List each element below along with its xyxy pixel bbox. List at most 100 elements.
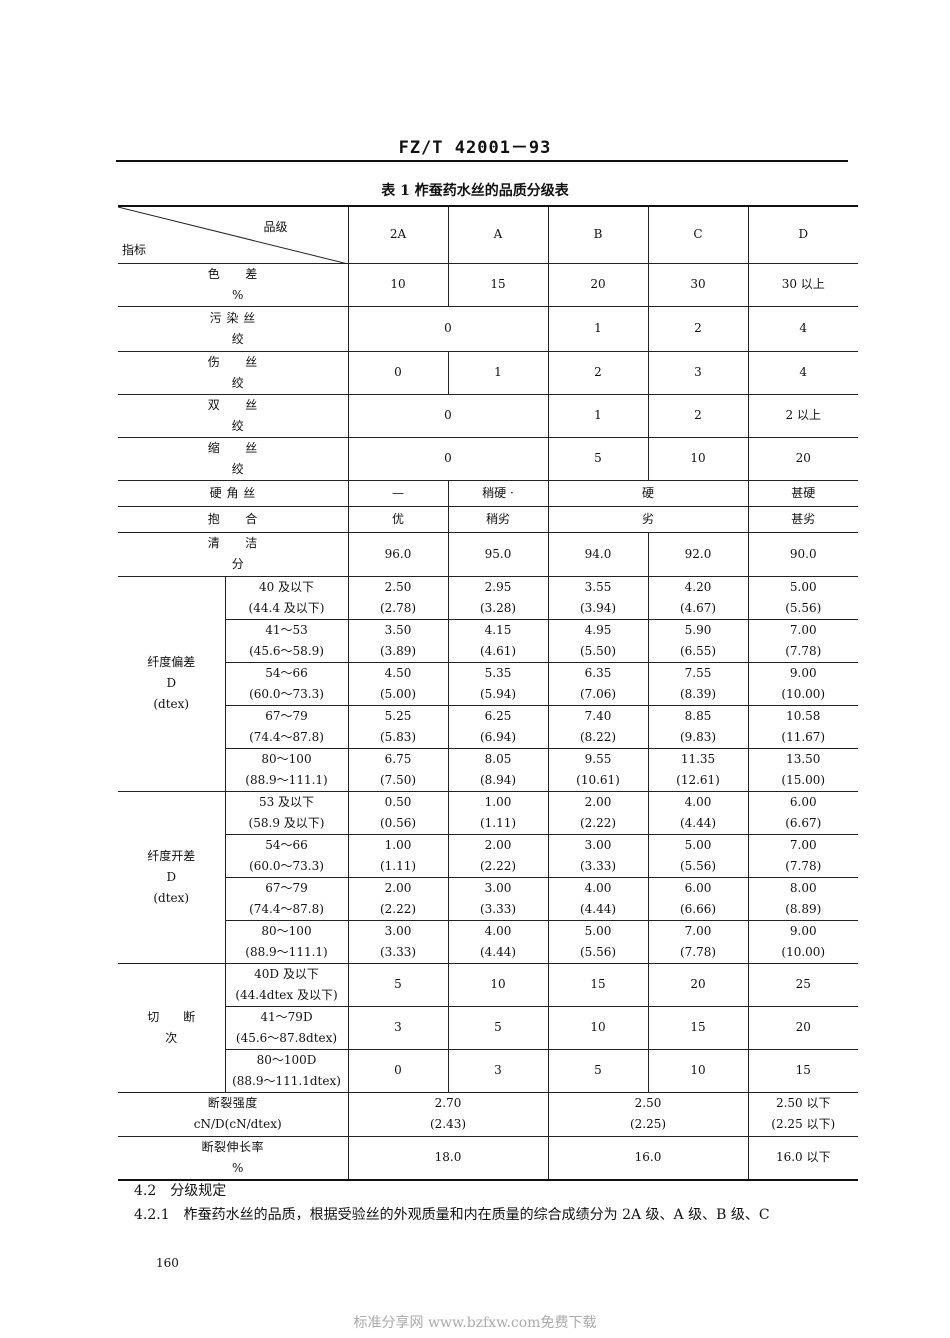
- sub-label: 54～66 (60.0～73.3): [224, 833, 349, 878]
- table-cell: 优: [347, 505, 449, 533]
- cell-line: D: [166, 869, 177, 884]
- cell-line: 9.00: [789, 665, 817, 680]
- cell-line: (88.9～111.1): [245, 772, 328, 787]
- cell-line: 80～100D: [256, 1052, 317, 1067]
- cell-line: 双 丝: [207, 397, 258, 412]
- table-cell: 3.00 (3.33): [447, 876, 549, 921]
- cell-line: 0: [444, 451, 452, 465]
- cell-line: 16.0: [634, 1150, 662, 1164]
- table-cell: 4.00 (4.44): [547, 876, 649, 921]
- table-cell: 劣: [547, 505, 749, 533]
- table-caption: 表 1 柞蚕药水丝的品质分级表: [381, 183, 569, 199]
- cell-line: 纤度偏差: [147, 655, 196, 669]
- table-cell: 8.85 (9.83): [647, 704, 749, 749]
- cell-line: 0: [444, 408, 452, 422]
- group-label: 切 断次: [118, 962, 226, 1093]
- cell-line: 15: [490, 277, 506, 291]
- cell-line: 4: [799, 321, 808, 335]
- cell-line: (8.89): [785, 901, 822, 916]
- cell-line: 绞: [231, 331, 244, 346]
- cell-line: 20: [795, 451, 811, 465]
- cell-line: 25: [795, 977, 811, 991]
- cell-line: 2.00: [584, 794, 612, 809]
- cell-line: 8.05: [484, 751, 512, 766]
- table-cell: 1.00 (1.11): [447, 790, 549, 835]
- cell-line: 30: [690, 277, 706, 291]
- cell-line: 6.25: [484, 708, 512, 723]
- cell-line: 8.00: [789, 880, 817, 895]
- cell-line: 5: [394, 977, 402, 991]
- grade-header-D: D: [747, 205, 858, 264]
- cell-line: 80～100: [261, 751, 312, 766]
- corner-cell: 品级 指标: [118, 205, 349, 264]
- cell-line: 3: [694, 365, 702, 379]
- cell-line: (4.44): [479, 944, 517, 959]
- table-cell: 0: [347, 393, 549, 438]
- table-cell: 3.55 (3.94): [547, 575, 649, 620]
- cell-line: D: [166, 676, 177, 690]
- cell-line: 2.50: [384, 579, 412, 594]
- cell-line: 11.35: [680, 751, 716, 766]
- table-cell: 2: [647, 305, 749, 352]
- table-cell: 1: [547, 305, 649, 352]
- cell-line: 3.00: [484, 880, 512, 895]
- table-row: 41～79D (45.6～87.8dtex) 3 5 10 15 20: [118, 1005, 858, 1050]
- cell-line: (6.67): [785, 815, 822, 830]
- cell-line: (2.78): [379, 600, 417, 615]
- cell-line: 4.00: [584, 880, 612, 895]
- cell-line: 0: [444, 321, 452, 335]
- table-cell: 稍硬 ·: [447, 479, 549, 507]
- row-label: 抱 合: [118, 505, 349, 533]
- table-row: 纤度开差 D (dtex) 53 及以下 (58.9 及以下) 0.50 (0.56) 1.0…: [118, 790, 858, 964]
- cell-line: (88.9～111.1): [245, 944, 328, 959]
- table-row: 80～100 (88.9～111.1) 6.75 (7.50) 8.05 (8.94) 9.…: [118, 747, 858, 792]
- table-cell: 0.50 (0.56): [347, 790, 449, 835]
- cell-line: 清 洁: [207, 536, 258, 550]
- table-row: 41～53 (45.6～58.9) 3.50 (3.89) 4.15 (4.61) 4.95…: [118, 618, 858, 663]
- table-row: 纤度偏差 D (dtex) 40 及以下 (44.4 及以下) 2.50 (2.78) 2.9…: [118, 575, 858, 792]
- cell-line: (1.11): [379, 858, 417, 873]
- cell-line: 2.95: [484, 579, 512, 594]
- table-cell: 15: [747, 1048, 858, 1093]
- cell-line: 缩 丝: [207, 440, 258, 455]
- page-number: 160: [156, 1256, 179, 1270]
- cell-line: (88.9～111.1dtex): [232, 1073, 341, 1088]
- table-cell: 10: [647, 436, 749, 481]
- row-label: 缩 丝绞: [118, 436, 349, 481]
- cell-line: 5.90: [684, 622, 712, 637]
- cell-line: 10: [390, 277, 406, 291]
- table-cell: 4.00 (4.44): [647, 790, 749, 835]
- cell-line: 稍劣: [485, 511, 510, 526]
- row-label: 断裂强度 cN/D(cN/dtex): [118, 1091, 349, 1137]
- cell-line: 67～79: [265, 708, 308, 723]
- cell-line: (5.50): [579, 643, 617, 658]
- cell-line: 2.50 以下: [775, 1096, 831, 1110]
- cell-line: 5: [494, 1020, 502, 1034]
- sub-label: 54～66 (60.0～73.3): [224, 661, 349, 706]
- table-cell: 10: [447, 962, 549, 1007]
- cell-line: (6.66): [679, 901, 717, 916]
- cell-line: 甚劣: [791, 511, 816, 526]
- cell-line: (9.83): [679, 729, 717, 744]
- cell-line: 3.00: [384, 923, 412, 938]
- cell-line: 4.20: [684, 579, 712, 594]
- table-row: 双 丝绞 0 1 2 2 以上: [118, 393, 858, 438]
- grade-header-A: A: [447, 205, 549, 264]
- cell-line: 92.0: [684, 546, 712, 561]
- table-cell: 10: [647, 1048, 749, 1093]
- cell-line: (2.22): [379, 901, 417, 916]
- cell-line: 1.00: [384, 837, 412, 852]
- cell-line: 94.0: [584, 546, 612, 561]
- cell-line: (2.43): [429, 1117, 467, 1131]
- table-row: 54～66 (60.0～73.3) 1.00 (1.11) 2.00 (2.22) 3.00…: [118, 833, 858, 878]
- cell-line: 7.55: [684, 665, 712, 680]
- cell-line: (2.25): [629, 1117, 667, 1131]
- table-cell: —: [347, 479, 449, 507]
- cell-line: (3.89): [379, 643, 417, 658]
- table-cell: 18.0: [347, 1135, 549, 1181]
- cell-line: 硬 角 丝: [209, 485, 256, 500]
- table-cell: 0: [347, 350, 449, 395]
- table-cell: 13.50 (15.00): [747, 747, 858, 792]
- cell-line: 10: [590, 1020, 606, 1034]
- cell-line: (44.4 及以下): [248, 600, 325, 615]
